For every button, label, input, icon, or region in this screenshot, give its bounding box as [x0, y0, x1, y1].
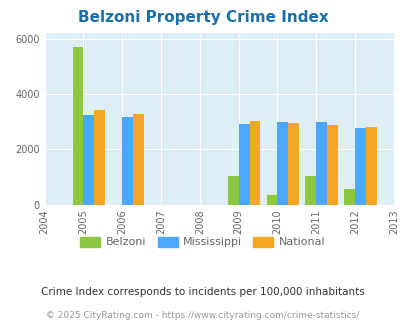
- Bar: [122, 116, 133, 205]
- Bar: [354, 128, 365, 205]
- Text: Crime Index corresponds to incidents per 100,000 inhabitants: Crime Index corresponds to incidents per…: [41, 287, 364, 297]
- Bar: [343, 189, 354, 205]
- Bar: [315, 122, 326, 205]
- Bar: [227, 176, 238, 205]
- Bar: [94, 110, 105, 205]
- Bar: [365, 127, 376, 205]
- Bar: [326, 125, 337, 205]
- Bar: [305, 176, 315, 205]
- Bar: [83, 115, 94, 205]
- Bar: [133, 114, 144, 205]
- Bar: [288, 123, 298, 205]
- Legend: Belzoni, Mississippi, National: Belzoni, Mississippi, National: [76, 232, 329, 252]
- Bar: [266, 195, 277, 205]
- Bar: [72, 47, 83, 205]
- Bar: [277, 122, 288, 205]
- Bar: [238, 124, 249, 205]
- Bar: [249, 121, 260, 205]
- Text: © 2025 CityRating.com - https://www.cityrating.com/crime-statistics/: © 2025 CityRating.com - https://www.city…: [46, 311, 359, 320]
- Text: Belzoni Property Crime Index: Belzoni Property Crime Index: [77, 10, 328, 25]
